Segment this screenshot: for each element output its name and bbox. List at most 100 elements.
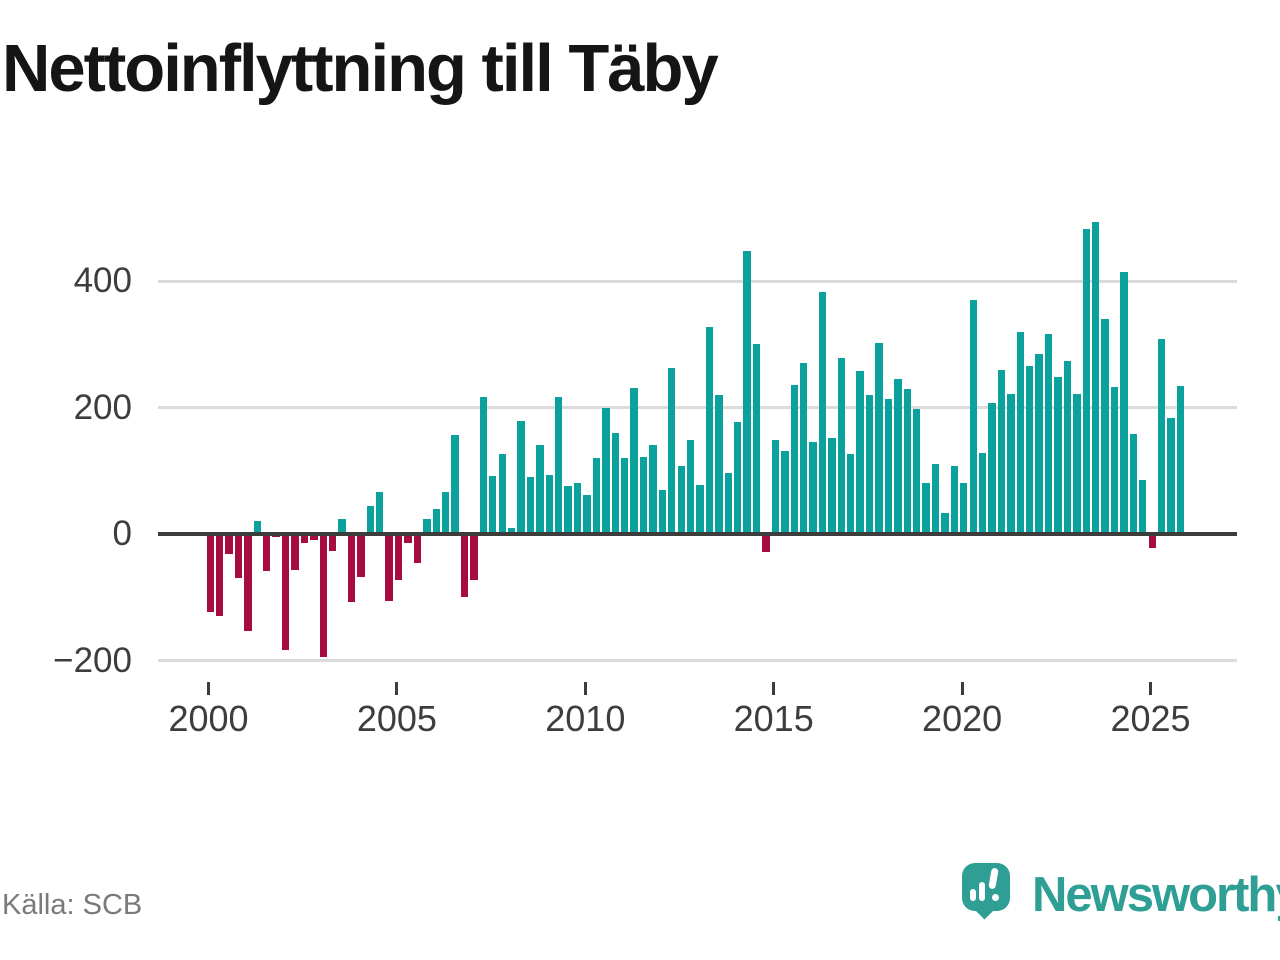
bar-2011Q2	[630, 387, 638, 534]
bar-2009Q4	[573, 483, 582, 534]
bar-2003Q1	[319, 534, 327, 658]
bar-2013Q3	[715, 394, 723, 534]
gridline-200	[158, 406, 1237, 409]
bar-2021Q3	[1016, 331, 1024, 534]
x-axis-label-2010: 2010	[545, 698, 626, 739]
bar-2012Q3	[677, 466, 685, 534]
bar-2021Q2	[1007, 394, 1015, 534]
bar-2017Q1	[847, 453, 855, 534]
bar-2015Q2	[781, 450, 789, 534]
logo-bar-chart-icon	[970, 889, 976, 901]
bar-2006Q2	[442, 492, 450, 534]
bar-2000Q4	[234, 534, 243, 578]
bar-2007Q1	[470, 534, 478, 580]
bar-2004Q2	[366, 506, 375, 534]
gridline-400	[158, 279, 1237, 283]
bar-2013Q4	[724, 473, 732, 534]
bar-2008Q2	[517, 421, 525, 534]
bar-2002Q4	[310, 534, 318, 540]
x-axis-label-2005: 2005	[356, 698, 437, 739]
bar-2021Q4	[1026, 366, 1034, 534]
x-axis-label-2020: 2020	[922, 698, 1003, 739]
bar-2024Q4	[1139, 480, 1147, 534]
x-axis-label-2015: 2015	[733, 698, 814, 739]
x-axis-label-2000: 2000	[168, 698, 249, 739]
bar-2005Q4	[423, 519, 431, 534]
bar-2022Q2	[1044, 334, 1053, 534]
bar-2000Q2	[215, 534, 224, 617]
bar-2023Q2	[1082, 229, 1090, 534]
bar-2014Q3	[752, 343, 761, 534]
x-axis-tick-2010	[583, 682, 587, 695]
bar-2000Q1	[206, 534, 214, 612]
bar-2016Q4	[837, 357, 846, 534]
bar-2022Q1	[1035, 354, 1043, 534]
bar-2009Q3	[564, 485, 572, 534]
bar-2025Q1	[1148, 534, 1156, 548]
logo-pin-body	[962, 863, 1010, 911]
newsworthy-logo-icon	[962, 863, 1010, 925]
bar-2007Q4	[498, 454, 506, 534]
bar-2005Q1	[394, 534, 403, 580]
bar-2006Q1	[432, 508, 440, 534]
bar-2020Q3	[978, 453, 987, 534]
bar-2007Q3	[489, 475, 497, 534]
source-note: Källa: SCB	[2, 889, 143, 921]
bar-2017Q3	[865, 395, 874, 534]
bar-2008Q4	[536, 445, 544, 534]
bar-2006Q4	[460, 534, 469, 598]
bar-2009Q1	[545, 475, 553, 534]
bar-2015Q3	[790, 385, 798, 534]
zero-axis-line	[158, 532, 1237, 536]
bar-2002Q1	[281, 534, 290, 650]
x-axis-label-2025: 2025	[1110, 698, 1191, 739]
bar-2018Q3	[903, 388, 911, 534]
bar-2018Q4	[913, 409, 921, 534]
y-axis-label--200: −200	[53, 640, 132, 680]
bar-2020Q4	[988, 403, 996, 534]
bar-2011Q3	[639, 457, 648, 534]
bar-2016Q3	[828, 438, 836, 534]
gridline--200	[158, 659, 1237, 662]
bar-2011Q4	[649, 445, 657, 534]
bar-2019Q2	[931, 463, 940, 534]
bar-2025Q2	[1157, 338, 1166, 534]
bar-2016Q2	[818, 291, 827, 534]
bar-2008Q1	[507, 528, 516, 534]
newsworthy-logo: Newsworthy	[962, 863, 1280, 927]
bar-2017Q2	[856, 370, 864, 534]
bar-2019Q3	[941, 513, 949, 534]
bar-2022Q4	[1063, 360, 1072, 534]
bar-2024Q2	[1120, 272, 1128, 534]
bar-2020Q1	[960, 482, 968, 534]
bar-2023Q4	[1101, 318, 1109, 534]
bar-2013Q2	[705, 326, 714, 534]
bar-2017Q4	[875, 342, 883, 534]
bar-2010Q2	[592, 458, 601, 534]
bar-2021Q1	[997, 369, 1006, 534]
bar-2001Q1	[244, 534, 252, 632]
bar-2025Q3	[1167, 417, 1175, 534]
bar-2001Q3	[263, 534, 271, 571]
bar-2012Q4	[686, 439, 695, 534]
y-axis-label-0: 0	[112, 514, 132, 553]
bar-2015Q1	[771, 440, 780, 534]
bar-2015Q4	[799, 362, 808, 534]
bar-2002Q2	[291, 534, 299, 571]
bar-2018Q2	[894, 379, 902, 534]
bar-2019Q1	[922, 482, 930, 534]
bar-2002Q3	[300, 534, 309, 543]
bar-2000Q3	[225, 534, 233, 554]
y-axis-label-200: 200	[73, 387, 132, 427]
bar-2024Q1	[1110, 387, 1119, 534]
bar-2001Q2	[253, 521, 261, 534]
bar-2023Q1	[1073, 394, 1081, 534]
bar-2004Q1	[357, 534, 365, 577]
bar-2012Q1	[658, 489, 667, 534]
bar-2010Q3	[602, 407, 610, 534]
bar-2004Q3	[376, 492, 384, 534]
bar-2009Q2	[555, 396, 563, 534]
bar-2019Q4	[950, 465, 959, 534]
bar-2012Q2	[668, 367, 676, 534]
bar-2010Q1	[583, 494, 591, 534]
